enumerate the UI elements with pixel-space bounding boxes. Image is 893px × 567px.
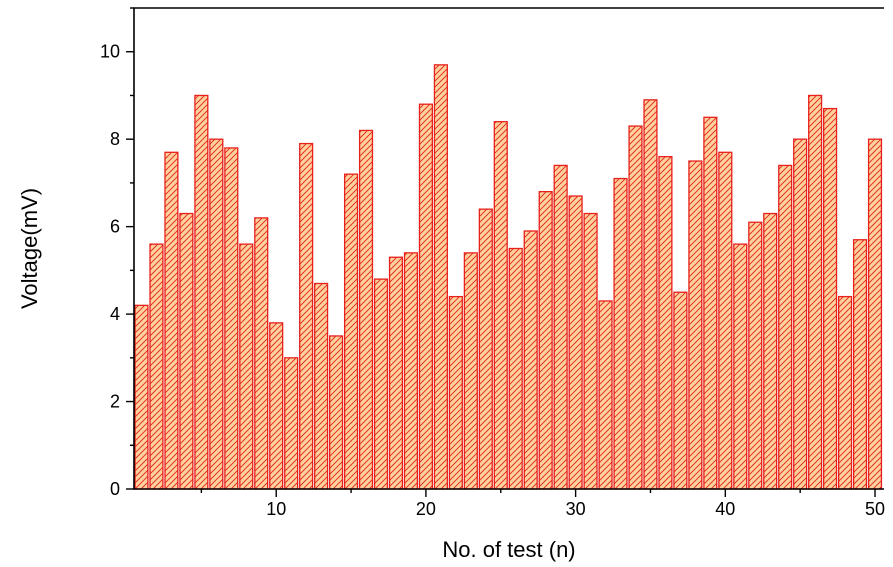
x-tick-label: 10 [266, 499, 286, 519]
bar-test-47 [823, 107, 838, 490]
y-axis: 0 2 4 6 8 10 [100, 7, 134, 499]
bar-test-31 [583, 212, 598, 490]
bars-group [134, 64, 883, 490]
bar-test-22 [448, 295, 463, 490]
y-tick-label: 6 [110, 217, 120, 237]
bar-test-28 [538, 190, 553, 490]
bar-test-19 [403, 252, 419, 490]
bar-test-12 [299, 142, 314, 490]
y-tick-label: 4 [110, 304, 120, 324]
bar-test-20 [418, 103, 434, 490]
bar-test-7 [224, 147, 239, 490]
bar-test-29 [553, 164, 568, 490]
x-tick-label: 50 [865, 499, 885, 519]
bar-test-38 [688, 160, 703, 490]
bar-test-44 [778, 164, 793, 490]
bar-test-1 [134, 304, 149, 490]
bar-test-14 [329, 335, 344, 490]
x-tick-label: 20 [416, 499, 436, 519]
bar-test-36 [658, 156, 673, 490]
bar-test-21 [433, 64, 448, 490]
bar-test-10 [269, 322, 284, 490]
bar-test-48 [837, 295, 853, 490]
y-tick-label: 10 [100, 42, 120, 62]
bar-test-8 [239, 243, 254, 490]
bar-test-6 [209, 138, 224, 490]
bar-test-23 [463, 252, 478, 490]
bar-test-50 [867, 138, 883, 490]
bar-test-18 [388, 256, 404, 490]
bar-test-27 [523, 230, 538, 490]
bar-test-35 [643, 99, 658, 490]
bar-test-11 [284, 357, 299, 490]
bar-test-9 [254, 217, 269, 490]
y-axis-title: Voltage(mV) [17, 188, 42, 309]
bar-test-3 [164, 151, 179, 490]
bar-test-37 [673, 291, 688, 490]
bar-test-49 [852, 239, 868, 490]
x-axis-title: No. of test (n) [442, 537, 575, 562]
bar-test-42 [748, 221, 763, 490]
bar-test-41 [733, 243, 748, 490]
bar-test-15 [343, 173, 359, 490]
bar-test-32 [598, 300, 613, 490]
bar-test-40 [718, 151, 733, 490]
bar-test-43 [763, 212, 778, 490]
y-tick-label: 8 [110, 129, 120, 149]
bar-test-25 [493, 121, 508, 490]
bar-test-13 [314, 282, 329, 490]
axes-frame [133, 7, 884, 490]
y-tick-label: 0 [110, 479, 120, 499]
bar-test-24 [478, 208, 493, 490]
bar-test-26 [508, 247, 523, 490]
bar-test-2 [149, 243, 164, 490]
x-axis: 10 20 30 40 50 [200, 489, 885, 519]
x-tick-label: 40 [715, 499, 735, 519]
bar-test-4 [179, 212, 194, 490]
bar-test-39 [703, 116, 718, 490]
bar-test-46 [808, 94, 823, 490]
bar-test-33 [613, 177, 628, 490]
bar-test-5 [194, 94, 209, 490]
x-tick-label: 30 [566, 499, 586, 519]
bar-test-45 [793, 138, 808, 490]
bar-test-17 [373, 278, 389, 490]
y-tick-label: 2 [110, 392, 120, 412]
bar-test-30 [568, 195, 583, 490]
bar-test-34 [628, 125, 643, 490]
bar-test-16 [358, 129, 374, 490]
